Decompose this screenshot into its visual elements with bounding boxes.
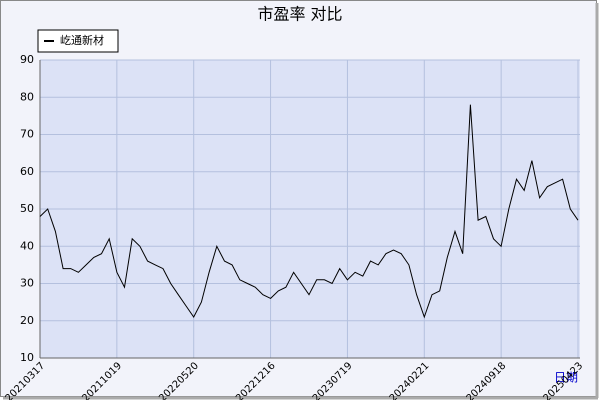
legend: 屹通新材 (37, 29, 119, 53)
line (39, 104, 579, 319)
y-tick-label: 70 (20, 128, 34, 141)
y-tick-label: 20 (20, 314, 34, 327)
y-tick-label: 40 (20, 239, 34, 252)
legend-box (37, 29, 119, 53)
x-axis-label: 日期 (554, 371, 578, 385)
chart-title: 市盈率 对比 (257, 5, 342, 24)
y-tick-label: 50 (20, 202, 34, 215)
y-tick-label: 30 (20, 277, 34, 290)
legend-label: 屹通新材 (60, 33, 104, 47)
y-tick-label: 80 (20, 90, 34, 103)
y-tick-label: 60 (20, 165, 34, 178)
y-tick-label: 10 (20, 351, 34, 364)
y-tick-label: 90 (20, 53, 34, 66)
